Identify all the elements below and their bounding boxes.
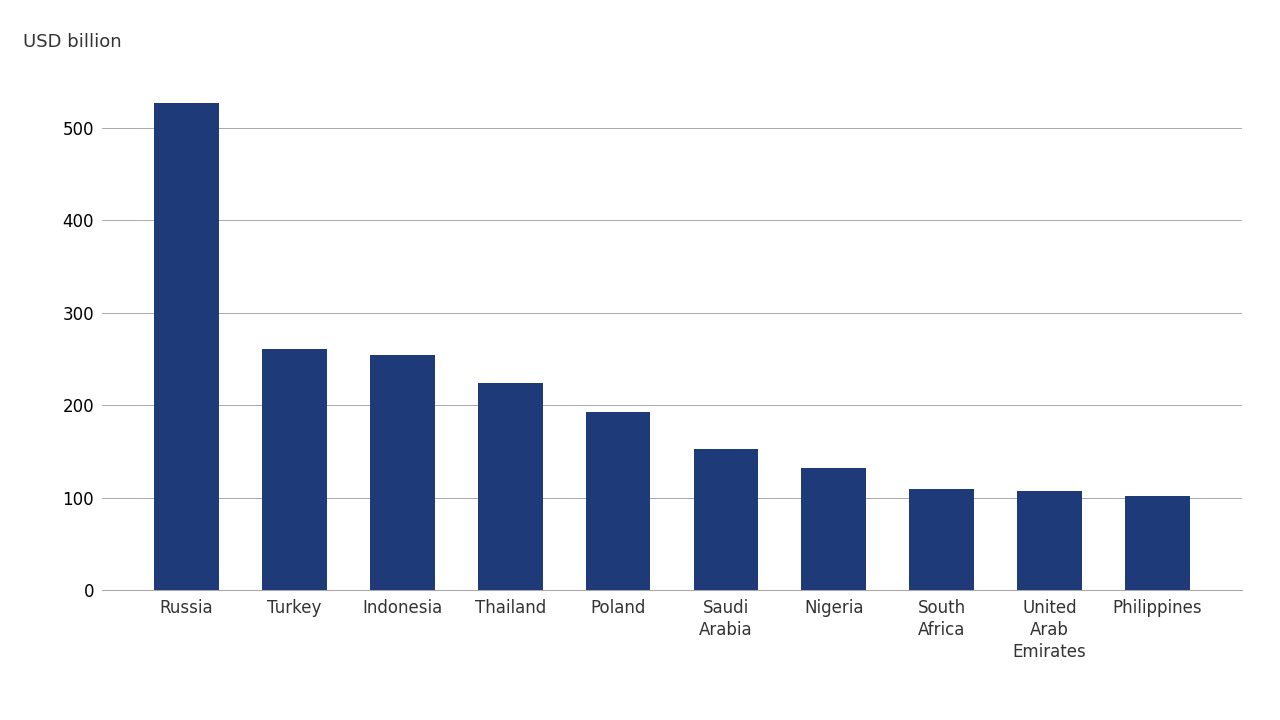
Bar xyxy=(477,383,543,590)
Bar xyxy=(801,468,867,590)
Bar xyxy=(586,412,650,590)
Bar xyxy=(909,489,974,590)
Bar xyxy=(694,449,758,590)
Bar xyxy=(262,348,326,590)
Bar xyxy=(370,355,435,590)
Bar xyxy=(154,102,219,590)
Text: USD billion: USD billion xyxy=(23,33,122,51)
Bar xyxy=(1018,491,1082,590)
Bar xyxy=(1125,496,1190,590)
